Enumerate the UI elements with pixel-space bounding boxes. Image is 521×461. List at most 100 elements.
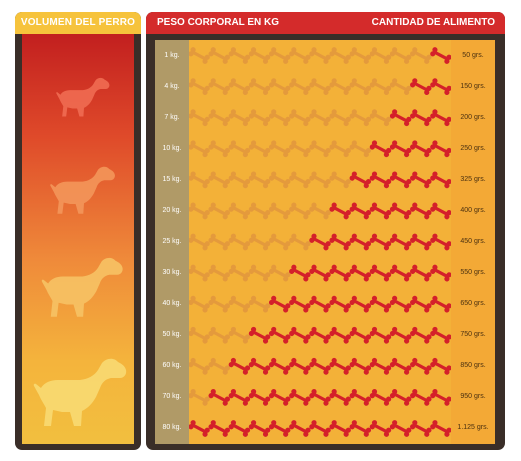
bone-icon [410,326,432,344]
bone-icon [430,233,451,251]
bone-icon [430,78,451,96]
bone-icon [248,47,271,64]
amount-label: 250 grs. [460,144,486,152]
weight-label: 4 kg. [164,82,180,90]
amount-label: 750 grs. [460,331,486,339]
bone-icon [268,295,291,313]
amount-label: 650 grs. [460,300,486,308]
bone-icon [228,202,251,220]
amount-label: 325 grs. [460,175,486,183]
bone-icon [369,326,392,344]
bone-icon [289,388,311,406]
bone-icon [208,420,230,437]
bone-icon [228,171,251,189]
bone-icon [309,295,331,313]
bone-icon [228,326,251,344]
weight-label: 50 kg. [162,331,182,339]
bone-icon [268,109,291,127]
bone-icon [389,47,412,64]
bone-icon [329,171,351,189]
dog-size-gradient [22,34,134,444]
bone-icon [189,109,210,127]
bone-row [189,420,451,437]
bone-icon [430,357,451,375]
bone-icon [309,326,331,344]
bone-rows [189,47,451,437]
bone-icon [268,264,291,282]
bone-row [189,326,451,344]
weight-label: 40 kg. [162,300,182,308]
bone-icon [349,78,372,96]
bone-icon [208,357,230,375]
bone-icon [309,140,331,158]
bone-icon [329,420,351,437]
bone-icon [289,171,311,189]
body-weight-title: PESO CORPORAL EN KG [157,17,280,28]
bone-icon [329,264,351,282]
bone-icon [189,388,210,406]
bone-icon [309,171,331,189]
bone-icon [268,233,291,251]
bone-icon [248,109,271,127]
bone-icon [309,388,331,406]
bone-icon [389,78,412,96]
bone-icon [268,357,291,375]
bone-row [189,109,451,127]
large-dog-icon [41,257,123,317]
bone-icon [228,264,251,282]
bone-icon [189,140,210,158]
bone-icon [189,326,210,344]
bone-icon [410,388,432,406]
bone-icon [349,420,372,437]
bone-icon [248,326,271,344]
bone-icon [410,295,432,313]
bone-icon [289,420,311,437]
bone-icon [349,109,372,127]
bone-icon [430,326,451,344]
bone-icon [329,326,351,344]
bone-icon [410,233,432,251]
bone-icon [228,140,251,158]
bone-icon [389,326,412,344]
bone-icon [289,47,311,64]
bone-icon [268,326,291,344]
amount-label: 200 grs. [460,113,486,121]
amount-label: 450 grs. [460,238,486,245]
bone-icon [389,140,412,158]
bone-row [189,295,451,313]
bone-icon [369,388,392,406]
bone-icon [329,78,351,96]
weight-label: 10 kg. [162,144,182,152]
bone-row [189,202,451,220]
bone-icon [389,388,412,406]
bone-icon [349,171,372,189]
bone-icon [410,171,432,189]
bone-icon [410,140,432,158]
bone-icon [268,420,291,437]
bone-icon [189,202,210,220]
bone-icon [369,295,392,313]
bone-icon [248,233,271,251]
bone-icon [349,295,372,313]
bone-icon [248,171,271,189]
bone-icon [309,109,331,127]
weight-column: 1 kg. 4 kg. 7 kg. 10 kg. 15 kg. 20 kg. 25 kg. 3… [155,40,189,444]
bone-icon [228,420,251,437]
amount-label: 850 grs. [460,362,486,370]
bone-icon [228,388,251,406]
bone-icon [189,264,210,282]
bone-icon [189,233,210,251]
medium-dog-icon [50,166,115,214]
giant-dog-icon [33,358,127,426]
bone-icon [208,47,230,64]
bone-row [189,78,451,96]
bone-row [189,47,451,64]
bone-icon [349,140,372,158]
bone-icon [268,47,291,64]
bone-icon [208,233,230,251]
bone-icon [289,202,311,220]
amount-label: 550 grs. [460,269,486,277]
bone-icon [410,202,432,220]
bone-icon [228,295,251,313]
bone-icon [228,47,251,64]
